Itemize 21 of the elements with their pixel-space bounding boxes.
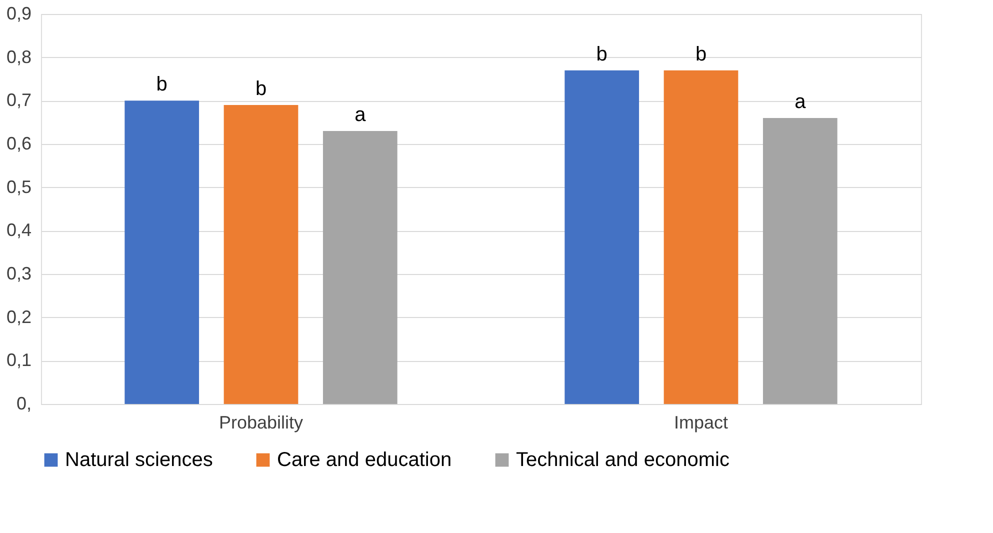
data-label: a [794,91,807,113]
y-tick-label: 0,1 [6,350,32,370]
y-tick-label: 0,3 [6,264,32,284]
data-label: b [255,78,267,100]
x-tick-label: Probability [218,412,304,432]
legend-label: Technical and economic [516,449,730,471]
data-label: b [596,43,608,66]
legend-label: Natural sciences [65,449,213,471]
y-tick-label: 0,7 [6,90,32,110]
x-tick-label: Impact [674,412,728,432]
y-tick-label: 0,8 [6,46,32,67]
data-label: a [354,104,367,126]
legend-label: Care and education [277,449,452,471]
data-label: b [156,74,168,96]
y-tick-label: 0,9 [6,4,32,24]
data-label: b [695,43,707,66]
y-tick-label: 0,6 [6,134,32,154]
y-tick-label: 0, [16,394,32,414]
y-tick-label: 0,2 [6,306,32,327]
y-tick-label: 0,4 [6,220,32,240]
y-tick-label: 0,5 [6,176,32,197]
